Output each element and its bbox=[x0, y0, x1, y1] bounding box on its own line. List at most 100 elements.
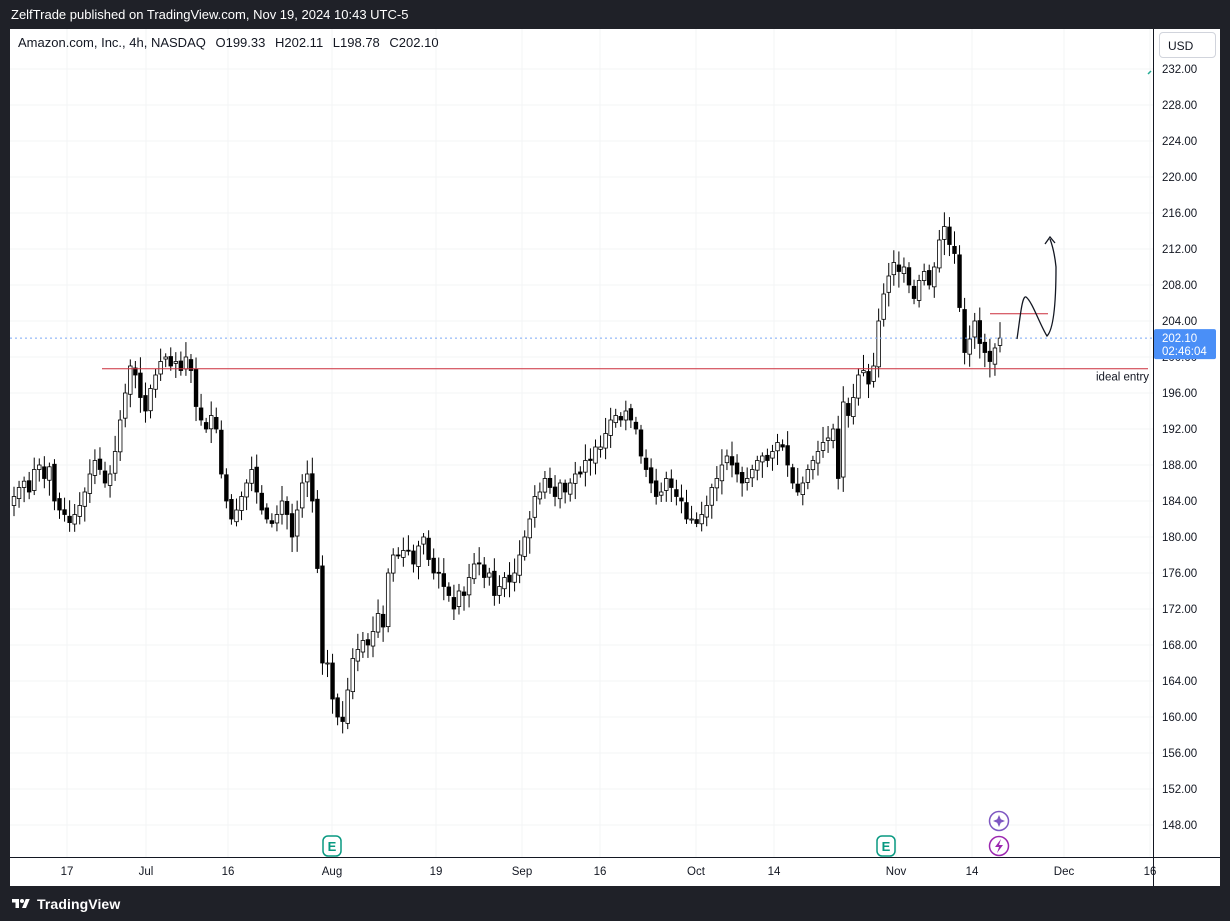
candle-body bbox=[679, 497, 684, 502]
candle-body bbox=[603, 433, 608, 449]
candle-body bbox=[97, 458, 103, 470]
candle-body bbox=[279, 500, 285, 515]
candle-body bbox=[183, 356, 189, 370]
candle-body bbox=[52, 463, 57, 502]
candle-body bbox=[502, 577, 507, 590]
candle-body bbox=[815, 451, 821, 464]
y-tick-label: 164.00 bbox=[1162, 676, 1197, 688]
candle-body bbox=[178, 360, 184, 371]
candle-body bbox=[300, 482, 305, 509]
candle-body bbox=[203, 422, 209, 430]
candle-body bbox=[264, 507, 270, 520]
y-tick-label: 148.00 bbox=[1162, 820, 1197, 832]
candle-body bbox=[765, 454, 770, 461]
candle-body bbox=[47, 466, 52, 481]
candle-body bbox=[143, 395, 148, 412]
y-tick-label: 176.00 bbox=[1162, 568, 1197, 580]
candle-body bbox=[755, 460, 760, 471]
candle-body bbox=[370, 631, 376, 647]
earnings-label: E bbox=[882, 839, 891, 854]
price-chart[interactable]: 232.00 228.00 224.00 220.00 216.00 212.00 208.… bbox=[10, 29, 1220, 886]
candle-body bbox=[117, 419, 123, 453]
chart-frame[interactable]: 232.00 228.00 224.00 220.00 216.00 212.00 208.… bbox=[10, 29, 1220, 886]
earnings-e-icon[interactable] bbox=[876, 835, 896, 857]
candle-body bbox=[431, 557, 436, 574]
candle-body bbox=[72, 514, 77, 525]
candle-body bbox=[896, 264, 902, 272]
currency-button[interactable]: USD bbox=[1159, 32, 1216, 58]
candle-body bbox=[841, 401, 846, 478]
candle-body bbox=[770, 451, 775, 459]
candle-body bbox=[138, 372, 143, 398]
ideal-entry-label: ideal entry bbox=[1096, 372, 1149, 384]
candle-body bbox=[800, 482, 805, 495]
candle-body bbox=[340, 716, 345, 722]
y-tick-label: 224.00 bbox=[1162, 136, 1197, 148]
candle-body bbox=[87, 473, 93, 494]
candle-body bbox=[471, 563, 477, 580]
candle-body bbox=[997, 337, 1003, 346]
candle-body bbox=[446, 586, 452, 596]
candle-body bbox=[173, 361, 179, 364]
candle-body bbox=[674, 489, 679, 497]
candle-body bbox=[557, 482, 563, 500]
candle-body bbox=[451, 597, 457, 610]
candle-body bbox=[542, 478, 548, 493]
candle-body bbox=[967, 338, 972, 355]
candle-body bbox=[911, 285, 917, 299]
x-tick-label: 14 bbox=[966, 866, 979, 878]
candle-body bbox=[987, 350, 993, 362]
candle-body bbox=[112, 451, 118, 474]
drawn-projection-path[interactable] bbox=[1016, 238, 1057, 340]
candle-body bbox=[618, 416, 623, 421]
candle-body bbox=[835, 428, 841, 479]
candle-body bbox=[957, 254, 962, 308]
y-tick-label: 208.00 bbox=[1162, 280, 1197, 292]
candle-body bbox=[466, 577, 472, 596]
candle-body bbox=[820, 442, 826, 451]
price-tag-value: 202.10 bbox=[1162, 333, 1197, 345]
candle-body bbox=[208, 415, 214, 430]
candle-body bbox=[583, 460, 588, 473]
candle-body bbox=[613, 415, 618, 424]
candle-body bbox=[441, 573, 446, 587]
candle-body bbox=[659, 491, 664, 496]
candle-body bbox=[239, 496, 244, 511]
x-tick-label: Sep bbox=[512, 866, 532, 878]
candle-body bbox=[861, 370, 866, 374]
y-tick-label: 204.00 bbox=[1162, 316, 1197, 328]
candle-body bbox=[578, 471, 583, 475]
candle-body bbox=[633, 421, 639, 430]
candle-body bbox=[497, 586, 502, 596]
candle-body bbox=[163, 356, 168, 360]
candle-body bbox=[350, 658, 355, 693]
footer-brand: TradingView bbox=[37, 895, 121, 912]
candle-body bbox=[932, 266, 937, 288]
y-tick-label: 152.00 bbox=[1162, 784, 1197, 796]
candle-body bbox=[294, 509, 300, 537]
candle-body bbox=[714, 478, 720, 489]
candle-body bbox=[891, 262, 897, 276]
candle-body bbox=[229, 499, 234, 520]
candle-body bbox=[664, 478, 669, 491]
x-tick-label: 14 bbox=[768, 866, 781, 878]
candle-body bbox=[805, 469, 811, 483]
candle-body bbox=[21, 480, 27, 488]
candle-body bbox=[456, 590, 462, 607]
candle-body bbox=[507, 574, 512, 583]
candle-body bbox=[492, 570, 497, 596]
candle-body bbox=[411, 550, 416, 565]
candle-body bbox=[750, 469, 755, 479]
candle-body bbox=[385, 572, 391, 628]
earnings-e-icon[interactable] bbox=[322, 835, 342, 857]
x-tick-label: 16 bbox=[1144, 866, 1157, 878]
candle-body bbox=[568, 482, 573, 495]
candle-body bbox=[795, 483, 800, 493]
candle-body bbox=[102, 470, 108, 484]
candle-body bbox=[259, 492, 264, 511]
candle-body bbox=[26, 480, 32, 493]
candle-body bbox=[269, 520, 275, 524]
y-tick-label: 212.00 bbox=[1162, 244, 1197, 256]
green-marker bbox=[1147, 70, 1152, 75]
x-tick-label: Aug bbox=[322, 866, 342, 878]
